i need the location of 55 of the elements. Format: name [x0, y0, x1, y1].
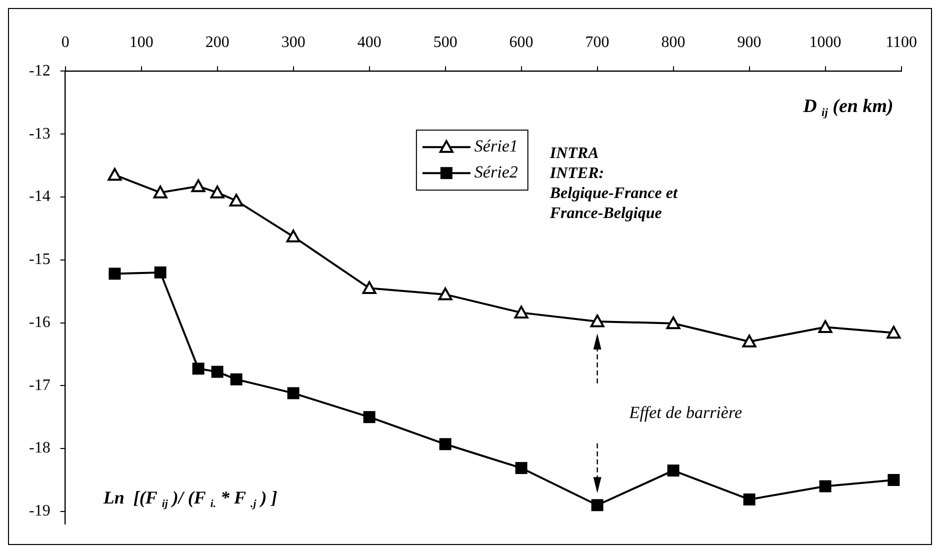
point [667, 464, 680, 477]
point [742, 334, 756, 348]
y-tick-label: -17 [29, 376, 50, 394]
y-tick-label: -19 [29, 502, 50, 520]
point [439, 438, 452, 450]
point [287, 387, 300, 400]
y-tick-label: -15 [29, 251, 50, 268]
point [108, 168, 122, 181]
legend-label: Série1 [474, 136, 518, 156]
y-axis-title: Ln [(F ij )/ (F i. * F .j ) ] [102, 488, 278, 510]
point [819, 480, 832, 492]
point [286, 230, 300, 242]
x-axis-title: D ij (en km) [802, 96, 894, 119]
point [362, 281, 376, 294]
y-tick-label: -14 [29, 188, 50, 206]
x-tick-label: 900 [737, 34, 762, 51]
x-tick-label: 1000 [809, 34, 842, 51]
x-tick-label: 600 [509, 34, 534, 51]
annotation: INTRA [548, 145, 600, 162]
x-tick-label: 1100 [886, 34, 917, 51]
point [438, 287, 452, 300]
point [229, 194, 244, 207]
x-tick-label: 100 [129, 34, 154, 51]
point [210, 186, 224, 198]
y-tick-label: -18 [29, 440, 50, 457]
point [363, 411, 376, 424]
point [191, 179, 206, 192]
x-tick-label: 500 [433, 34, 458, 51]
y-tick-label: -16 [29, 314, 50, 331]
point [108, 268, 121, 280]
x-tick-label: 800 [661, 34, 686, 51]
point [818, 320, 832, 333]
x-tick-label: 400 [357, 34, 382, 51]
y-tick-label: -12 [29, 62, 50, 80]
x-tick-label: 200 [205, 34, 230, 51]
point [515, 462, 528, 474]
point [154, 266, 166, 278]
point [590, 314, 604, 328]
point [591, 499, 604, 512]
x-tick-label: 300 [281, 34, 306, 51]
legend-label: Série2 [474, 162, 518, 182]
point [153, 186, 168, 198]
x-tick-label: 0 [61, 34, 70, 51]
point [666, 316, 680, 330]
point [211, 366, 224, 378]
annotation: INTER: Belgique-France et France-Belgique [548, 165, 678, 222]
point [886, 326, 901, 339]
y-tick-label: -13 [29, 125, 50, 142]
point [888, 474, 900, 486]
point [743, 493, 756, 506]
point [230, 373, 242, 386]
annotation: Effet de barrière [628, 402, 742, 422]
point [192, 362, 204, 375]
x-tick-label: 700 [585, 34, 610, 51]
point [514, 306, 528, 318]
